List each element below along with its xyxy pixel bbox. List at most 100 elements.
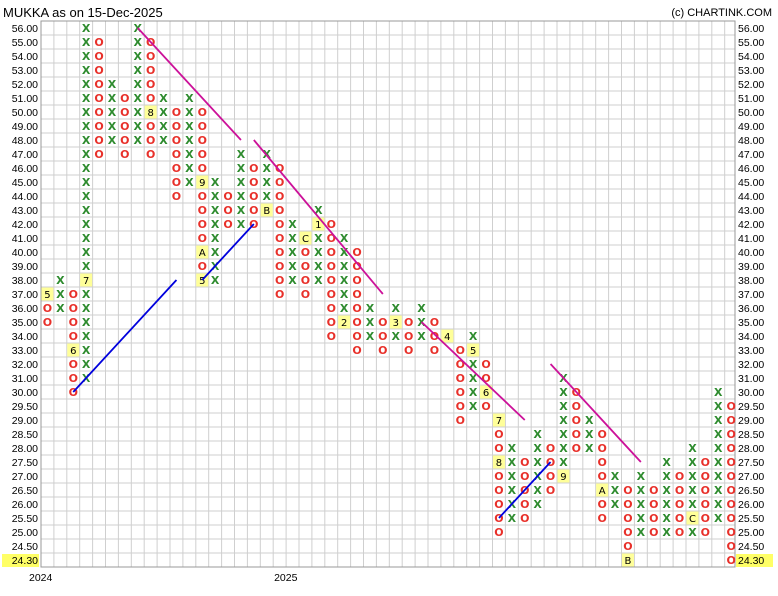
o-box: O xyxy=(623,540,632,553)
resistance-trendline xyxy=(420,321,526,421)
x-box: X xyxy=(688,484,697,497)
y-tick-label: 30.00 xyxy=(12,387,38,399)
y-tick-label: 32.00 xyxy=(738,359,764,371)
o-box: O xyxy=(675,526,684,539)
y-tick-label: 36.00 xyxy=(738,303,764,315)
y-tick-label: 51.00 xyxy=(738,93,764,105)
y-tick-label: 47.00 xyxy=(738,149,764,161)
y-tick-label: 47.00 xyxy=(12,149,38,161)
o-box: O xyxy=(546,442,555,455)
x-box: X xyxy=(288,246,297,259)
x-box: X xyxy=(134,92,143,105)
x-box: X xyxy=(714,442,723,455)
y-tick-label: 26.00 xyxy=(12,499,38,511)
x-box: X xyxy=(611,498,620,511)
y-tick-label: 40.00 xyxy=(738,247,764,259)
x-box: X xyxy=(211,190,220,203)
o-box: O xyxy=(146,134,155,147)
x-box: X xyxy=(611,470,620,483)
x-box: X xyxy=(508,512,517,525)
x-box: X xyxy=(82,358,91,371)
x-box: X xyxy=(211,204,220,217)
y-tick-label: 42.00 xyxy=(12,219,38,231)
month-marker-bg xyxy=(596,483,609,497)
x-box: X xyxy=(662,512,671,525)
o-box: O xyxy=(520,470,529,483)
y-tick-label: 33.00 xyxy=(738,345,764,357)
o-box: O xyxy=(649,526,658,539)
o-box: O xyxy=(726,470,735,483)
month-marker-bg xyxy=(260,203,273,217)
x-box: X xyxy=(662,470,671,483)
support-trendline xyxy=(201,223,255,281)
y-tick-label: 27.00 xyxy=(12,471,38,483)
o-box: O xyxy=(520,512,529,525)
o-box: O xyxy=(378,316,387,329)
o-box: O xyxy=(249,190,258,203)
month-marker-bg xyxy=(299,231,312,245)
o-box: O xyxy=(456,344,465,357)
x-box: X xyxy=(288,260,297,273)
o-box: O xyxy=(69,372,78,385)
o-box: O xyxy=(301,260,310,273)
x-box: X xyxy=(134,78,143,91)
o-box: O xyxy=(494,526,503,539)
y-tick-label: 25.00 xyxy=(738,527,764,539)
o-box: O xyxy=(597,512,606,525)
x-box: X xyxy=(340,302,349,315)
y-tick-label: 45.00 xyxy=(738,177,764,189)
o-box: O xyxy=(675,512,684,525)
x-box: X xyxy=(714,400,723,413)
y-tick-label: 26.50 xyxy=(738,485,764,497)
o-box: O xyxy=(146,92,155,105)
o-box: O xyxy=(172,176,181,189)
o-box: O xyxy=(352,274,361,287)
x-box: X xyxy=(714,512,723,525)
y-tick-label: 31.00 xyxy=(738,373,764,385)
o-box: O xyxy=(572,442,581,455)
o-box: O xyxy=(597,428,606,441)
month-marker: B xyxy=(263,206,270,217)
y-tick-label: 35.00 xyxy=(738,317,764,329)
x-box: X xyxy=(340,246,349,259)
o-box: O xyxy=(69,288,78,301)
x-box: X xyxy=(688,456,697,469)
x-box: X xyxy=(82,288,91,301)
x-box: X xyxy=(366,302,375,315)
x-box: X xyxy=(211,176,220,189)
x-box: X xyxy=(340,260,349,273)
o-box: O xyxy=(198,190,207,203)
y-tick-label: 26.00 xyxy=(738,499,764,511)
o-box: O xyxy=(223,218,232,231)
month-marker-bg xyxy=(686,511,699,525)
o-box: O xyxy=(701,526,710,539)
x-box: X xyxy=(82,344,91,357)
x-box: X xyxy=(585,428,594,441)
x-box: X xyxy=(237,204,246,217)
x-box: X xyxy=(82,162,91,175)
y-axis-left: 56.00 55.00 54.00 53.00 52.00 51.00 50.00 49.00… xyxy=(2,23,39,567)
y-tick-label: 48.00 xyxy=(738,135,764,147)
month-marker-bg xyxy=(467,343,480,357)
o-box: O xyxy=(327,218,336,231)
o-box: O xyxy=(94,148,103,161)
o-box: O xyxy=(701,456,710,469)
o-box: O xyxy=(623,512,632,525)
y-tick-label: 45.00 xyxy=(12,177,38,189)
trendlines xyxy=(72,27,642,519)
o-box: O xyxy=(352,344,361,357)
x-box: X xyxy=(108,92,117,105)
month-marker: 4 xyxy=(444,332,450,343)
x-box: X xyxy=(340,232,349,245)
o-box: O xyxy=(726,540,735,553)
o-box: O xyxy=(701,512,710,525)
x-box: X xyxy=(469,372,478,385)
x-box: X xyxy=(714,386,723,399)
chart-title: MUKKA as on 15-Dec-2025 xyxy=(3,5,163,20)
o-box: O xyxy=(546,484,555,497)
resistance-trendline xyxy=(137,27,242,141)
y-tick-label: 56.00 xyxy=(738,23,764,35)
y-tick-label: 54.00 xyxy=(738,51,764,63)
o-box: O xyxy=(726,428,735,441)
o-box: O xyxy=(146,148,155,161)
